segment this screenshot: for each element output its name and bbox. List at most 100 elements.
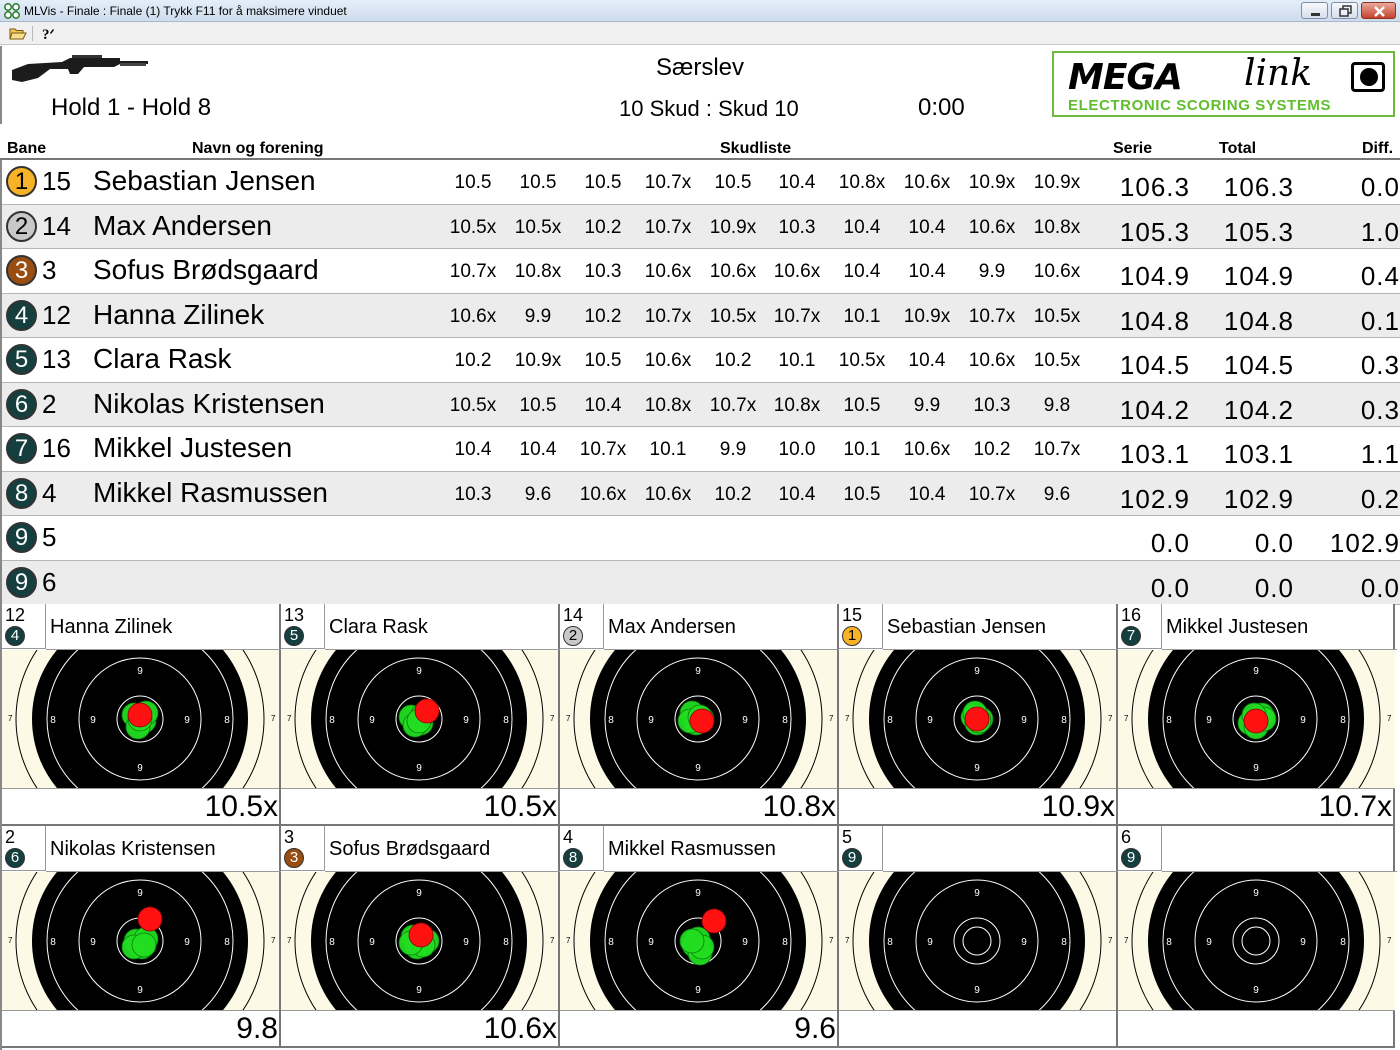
rank-badge: 7 <box>1121 626 1141 646</box>
target-icon: 9 9 9 9 8 8 7 7 <box>839 650 1116 788</box>
help-icon[interactable]: ? <box>38 25 56 42</box>
divider <box>1118 1010 1395 1011</box>
target-panel[interactable]: 15 1 Sebastian Jensen 9 9 9 9 8 8 7 7 10.9x <box>839 604 1118 826</box>
shot-score: 10.6x <box>449 305 497 327</box>
ring-label: 7 <box>1124 936 1129 945</box>
lane-number: 13 <box>284 605 305 625</box>
shot-score: 10.7x <box>449 261 497 282</box>
shot-score: 10.5 <box>843 483 881 505</box>
restore-icon <box>1339 5 1352 17</box>
shot-score: 10.5x <box>449 394 497 416</box>
rank-badge: 3 <box>284 848 304 868</box>
ring-label: 9 <box>1253 888 1259 899</box>
shot-score: 10.6x <box>644 350 692 371</box>
folder-open-icon[interactable] <box>9 25 27 42</box>
lane-number: 15 <box>42 166 71 196</box>
ring-label: 9 <box>648 715 654 726</box>
shooter-name: Mikkel Justesen <box>1166 616 1309 638</box>
ring-label: 8 <box>887 937 893 948</box>
ring-label: 9 <box>648 937 654 948</box>
ring-label: 9 <box>463 937 469 948</box>
ring-label: 7 <box>8 714 13 723</box>
lane-number: 3 <box>42 255 57 285</box>
ring-label: 9 <box>369 937 375 948</box>
ring-label: 9 <box>137 888 143 899</box>
lane-number: 4 <box>42 477 57 508</box>
ring-label: 9 <box>137 763 143 774</box>
results-table: 1 15 Sebastian Jensen 10.5 10.5 10.5 10.7x 10.5… <box>0 160 1400 605</box>
megalink-logo: MEGA link ELECTRONIC SCORING SYSTEMS <box>1052 51 1395 117</box>
shot-score: 10.6x <box>968 350 1016 371</box>
ring-label: 8 <box>329 715 335 726</box>
difference-score: 0.1 <box>1360 305 1400 336</box>
shot-score: 10.1 <box>843 439 881 460</box>
ring-label: 7 <box>8 936 13 945</box>
ring-label: 8 <box>1166 937 1172 948</box>
shooter-name: Mikkel Justesen <box>93 432 293 463</box>
target-panel[interactable]: 14 2 Max Andersen 9 9 9 9 8 8 7 7 10.8x <box>560 604 839 826</box>
ring-label: 8 <box>1061 715 1067 726</box>
target-panel[interactable]: 12 4 Hanna Zilinek 9 9 9 9 8 8 7 7 10.5x <box>2 604 281 826</box>
target-icon: 9 9 9 9 8 8 7 7 <box>2 650 279 788</box>
lane-box: 13 5 <box>281 604 325 649</box>
shot-score: 10.2 <box>454 350 492 371</box>
shot-score: 10.2 <box>714 483 752 505</box>
lane-number: 14 <box>563 605 584 625</box>
competition-header: Hold 1 - Hold 8 Særslev 10 Skud : Skud 1… <box>0 46 1400 124</box>
rank-badge: 2 <box>563 626 583 646</box>
shot-score: 10.9x <box>514 350 562 371</box>
shot-score: 10.7x <box>709 394 757 416</box>
total-score: 0.0 <box>1254 572 1294 603</box>
ring-label: 7 <box>829 714 834 723</box>
series-score: 104.9 <box>1119 261 1190 291</box>
shot-score: 10.4 <box>843 261 881 282</box>
shot-score: 10.5 <box>454 172 492 193</box>
ring-label: 7 <box>829 936 834 945</box>
series-score: 105.3 <box>1119 216 1190 247</box>
shooter-name: Mikkel Rasmussen <box>93 476 328 508</box>
target-icon: 9 9 9 9 8 8 7 7 <box>560 650 837 788</box>
shots-status: 10 Skud : Skud 10 <box>619 96 799 121</box>
shot-score: 10.4 <box>584 394 622 416</box>
svg-text:?: ? <box>42 27 50 42</box>
difference-score: 1.1 <box>1360 439 1400 469</box>
target-panel[interactable]: 13 5 Clara Rask 9 9 9 9 8 8 7 7 10.5x <box>281 604 560 826</box>
ring-label: 9 <box>927 937 933 948</box>
shot-score: 10.7x <box>773 305 821 327</box>
shot-score: 10.7x <box>644 216 692 238</box>
close-button[interactable] <box>1361 2 1396 19</box>
shooter-name: Nikolas Kristensen <box>50 838 216 860</box>
minimize-button[interactable] <box>1301 2 1328 19</box>
lane-number: 4 <box>563 827 574 847</box>
minimize-icon <box>1311 13 1320 16</box>
series-score: 102.9 <box>1119 483 1190 514</box>
lane-number: 2 <box>5 827 16 847</box>
ring-label: 8 <box>503 937 509 948</box>
lane-number: 16 <box>1121 605 1142 625</box>
ring-label: 9 <box>137 666 143 677</box>
shot-score: 10.8x <box>514 261 562 282</box>
target-icon: 9 9 9 9 8 8 7 7 <box>1118 872 1395 1010</box>
difference-score: 0.0 <box>1360 572 1400 603</box>
ring-label: 7 <box>1387 714 1392 723</box>
lane-number: 16 <box>42 433 71 463</box>
ring-label: 9 <box>1206 937 1212 948</box>
rank-badge: 5 <box>6 344 37 375</box>
ring-label: 7 <box>1387 936 1392 945</box>
target-panel[interactable]: 4 8 Mikkel Rasmussen 9 9 9 9 8 8 7 7 9.6 <box>560 826 839 1048</box>
rank-badge: 6 <box>6 388 37 420</box>
shooter-name: Mikkel Rasmussen <box>608 838 776 860</box>
target-panel[interactable]: 2 6 Nikolas Kristensen 9 9 9 9 8 8 7 7 9.8 <box>2 826 281 1048</box>
target-panel[interactable]: 16 7 Mikkel Justesen 9 9 9 9 8 8 7 7 10.7x <box>1118 604 1397 826</box>
shot-score: 10.4 <box>843 216 881 238</box>
ring-label: 9 <box>1300 937 1306 948</box>
shot-score: 10.4 <box>908 483 946 505</box>
shot-score: 10.7x <box>968 305 1016 327</box>
rank-badge: 3 <box>6 255 37 286</box>
lane-number: 14 <box>42 210 71 241</box>
target-panel[interactable]: 3 3 Sofus Brødsgaard 9 9 9 9 8 8 7 7 10.6x <box>281 826 560 1048</box>
restore-button[interactable] <box>1331 2 1358 19</box>
